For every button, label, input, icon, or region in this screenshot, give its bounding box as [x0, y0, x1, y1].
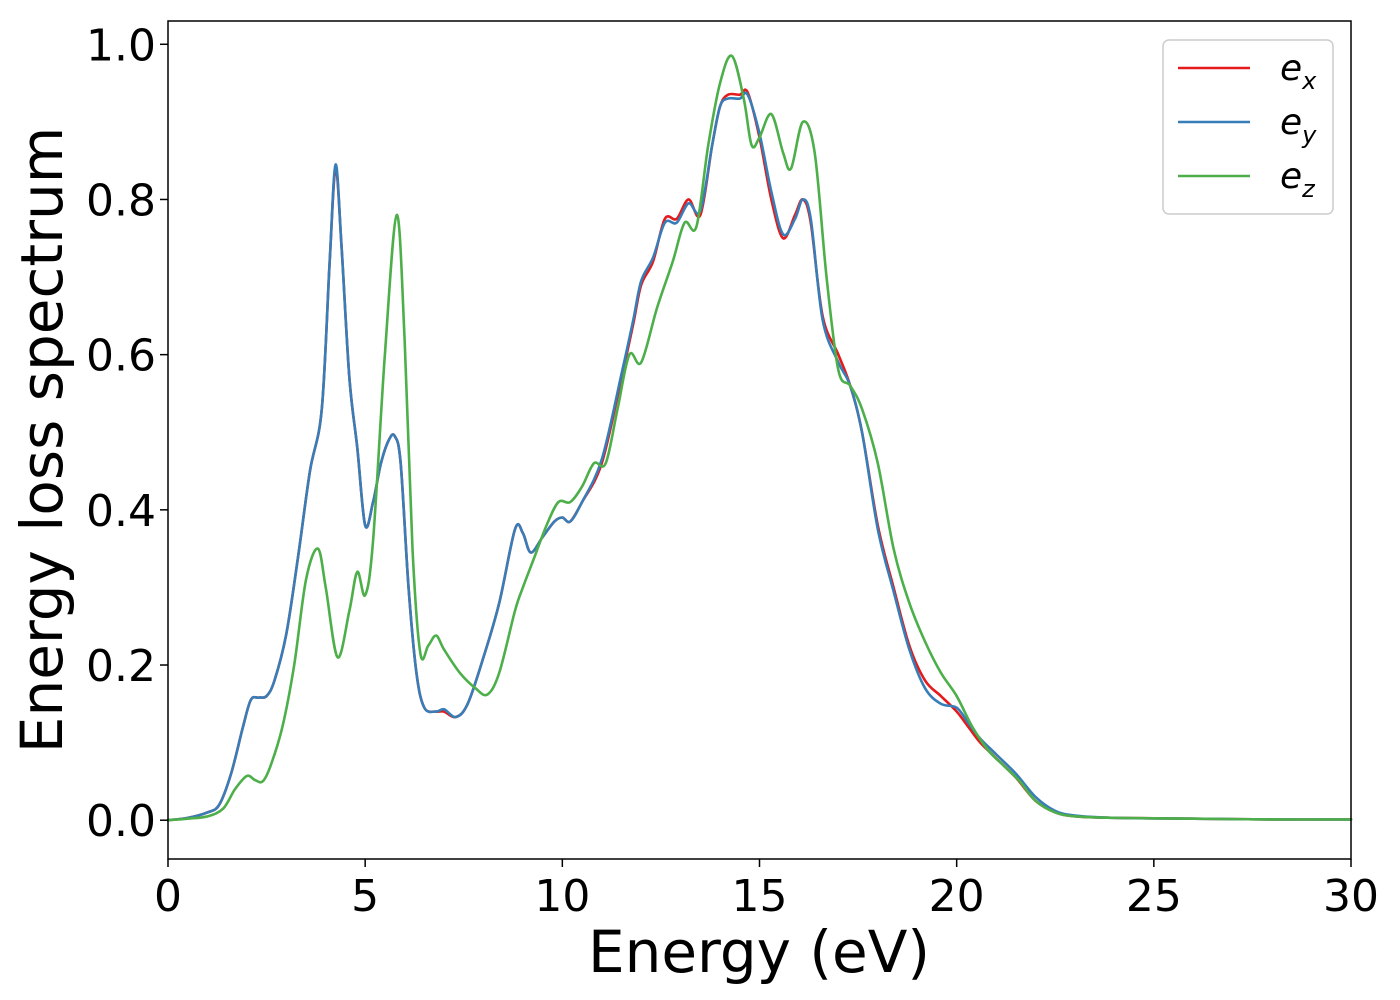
y-tick-label: 0.8: [86, 175, 156, 226]
x-tick-label: 5: [351, 871, 379, 922]
x-tick-label: 30: [1323, 871, 1379, 922]
y-axis-ticks: 0.0 0.2 0.4 0.6 0.8 1.0: [86, 20, 168, 847]
x-axis-title: Energy (eV): [588, 918, 930, 986]
x-tick-label: 20: [929, 871, 985, 922]
legend: ex ey ez: [1162, 39, 1334, 215]
legend-box: [1162, 39, 1334, 215]
y-tick-label: 0.6: [86, 331, 156, 382]
y-tick-label: 0.4: [86, 486, 156, 537]
y-axis-title: Energy loss spectrum: [8, 127, 76, 753]
y-tick-label: 0.2: [86, 641, 156, 692]
x-tick-label: 0: [154, 871, 182, 922]
series-layer: [166, 54, 1353, 822]
series-line-z: [166, 54, 1353, 822]
legend-label-y: ey: [1280, 102, 1317, 149]
x-tick-label: 15: [732, 871, 788, 922]
x-axis-ticks: 0 5 10 15 20 25 30: [154, 859, 1379, 922]
x-tick-label: 10: [534, 871, 590, 922]
legend-label-z: ez: [1280, 156, 1316, 203]
series-line-y: [166, 91, 1353, 822]
y-tick-label: 1.0: [86, 20, 156, 71]
legend-label-x: ex: [1280, 48, 1317, 95]
legend-entries: ex ey ez: [1178, 48, 1317, 203]
y-tick-label: 0.0: [86, 796, 156, 847]
x-tick-label: 25: [1126, 871, 1182, 922]
